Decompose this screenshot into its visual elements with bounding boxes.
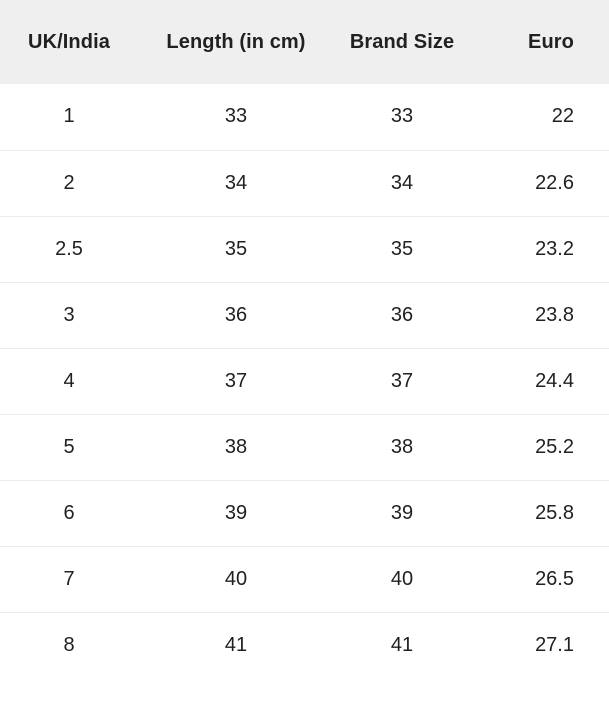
column-header-euro: Euro — [470, 0, 609, 84]
cell-euro: 24.4 — [470, 348, 609, 415]
cell-uk-india: 5 — [0, 414, 138, 481]
cell-length-in-cm: 39 — [138, 480, 334, 547]
size-chart-body: 1 33 33 22 2 34 34 22.6 2.5 35 35 23.2 3 36 36 23.8 4 37 3… — [0, 84, 609, 678]
cell-uk-india: 8 — [63, 633, 75, 656]
table-row: 7 40 40 26.5 — [0, 546, 609, 613]
cell-euro: 22.6 — [470, 150, 609, 217]
cell-length-in-cm: 36 — [138, 282, 334, 349]
cell-euro: 23.2 — [470, 216, 609, 283]
cell-uk-india: 4 — [0, 348, 138, 415]
cell-brand-size: 38 — [334, 414, 470, 481]
cell-euro: 23.8 — [470, 282, 609, 349]
cell-uk-india: 1 — [0, 84, 138, 151]
size-chart-panel: UK/India Length (in cm) Brand Size Euro 1 33… — [0, 0, 609, 678]
cell-uk-india: 3 — [0, 282, 138, 349]
column-header-uk-india: UK/India — [0, 0, 138, 84]
column-header-brand-size: Brand Size — [334, 0, 470, 84]
header-row: UK/India Length (in cm) Brand Size Euro — [0, 0, 609, 84]
cell-brand-size: 40 — [334, 546, 470, 613]
cell-brand-size: 39 — [334, 480, 470, 547]
cell-euro: 26.5 — [470, 546, 609, 613]
cell-euro: 25.2 — [470, 414, 609, 481]
table-row: 6 39 39 25.8 — [0, 480, 609, 547]
cell-length-in-cm: 35 — [138, 216, 334, 283]
cell-brand-size: 34 — [334, 150, 470, 217]
table-row: 3 36 36 23.8 — [0, 282, 609, 349]
cell-uk-india: 2 — [0, 150, 138, 217]
cell-euro: 25.8 — [470, 480, 609, 547]
table-row: 2 34 34 22.6 — [0, 150, 609, 217]
table-row: 2.5 35 35 23.2 — [0, 216, 609, 283]
cell-length-in-cm: 40 — [138, 546, 334, 613]
cell-euro: 22 — [470, 84, 609, 151]
size-chart-header: UK/India Length (in cm) Brand Size Euro — [0, 0, 609, 84]
cell-uk-india: 6 — [0, 480, 138, 547]
table-row: 1 33 33 22 — [0, 84, 609, 151]
cell-length-in-cm: 37 — [138, 348, 334, 415]
cell-length-in-cm: 41 — [224, 633, 248, 656]
cell-brand-size: 33 — [334, 84, 470, 151]
cell-brand-size: 36 — [334, 282, 470, 349]
size-chart-table: UK/India Length (in cm) Brand Size Euro 1 33… — [0, 0, 609, 678]
cell-length-in-cm: 34 — [138, 150, 334, 217]
cell-euro: 27.1 — [535, 633, 574, 656]
table-row: 8 41 41 27.1 — [0, 612, 609, 678]
cell-length-in-cm: 38 — [138, 414, 334, 481]
cell-brand-size: 35 — [334, 216, 470, 283]
column-header-length-in-cm: Length (in cm) — [138, 0, 334, 84]
cell-length-in-cm: 33 — [138, 84, 334, 151]
table-row: 4 37 37 24.4 — [0, 348, 609, 415]
table-row: 5 38 38 25.2 — [0, 414, 609, 481]
cell-brand-size: 37 — [334, 348, 470, 415]
cell-uk-india: 2.5 — [0, 216, 138, 283]
cell-uk-india: 7 — [0, 546, 138, 613]
cell-brand-size: 41 — [390, 633, 414, 656]
